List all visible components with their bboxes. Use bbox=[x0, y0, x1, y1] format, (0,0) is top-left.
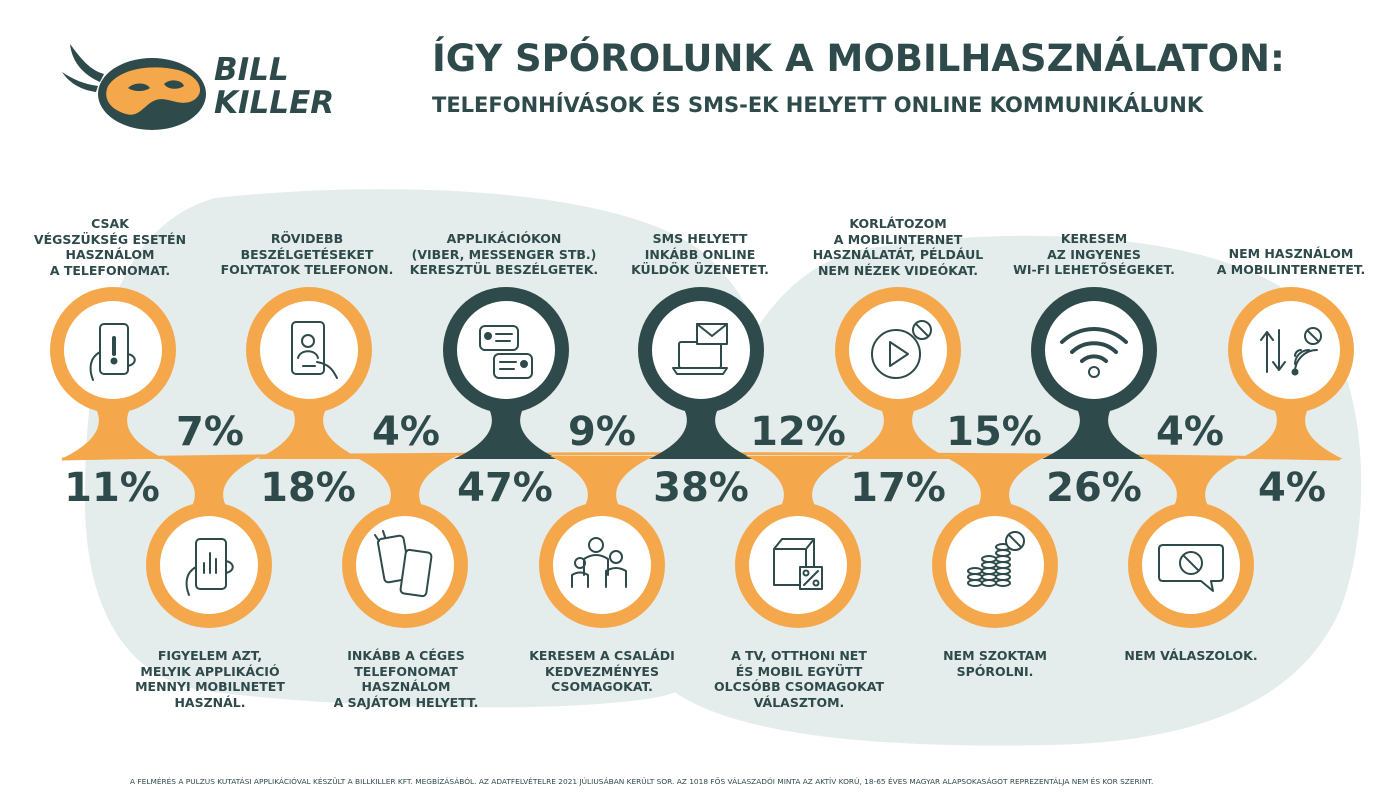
bottom-label-5: NEM SZOKTAM SPÓROLNI. bbox=[943, 648, 1047, 679]
page-title: ÍGY SPÓROLUNK A MOBILHASZNÁLATON: bbox=[432, 37, 1285, 80]
top-node-7-face bbox=[1242, 301, 1340, 399]
bottom-label-4: A TV, OTTHONI NET ÉS MOBIL EGYÜTT OLCSÓB… bbox=[714, 648, 884, 710]
top-label-7: NEM HASZNÁLOM A MOBILINTERNETET. bbox=[1216, 246, 1366, 277]
bottom-label-6: NEM VÁLASZOLOK. bbox=[1124, 648, 1258, 663]
top-node-2-face bbox=[260, 301, 358, 399]
top-percent-5: 15% bbox=[946, 409, 1042, 455]
no-data-icon bbox=[1260, 327, 1322, 376]
top-node-1-stem bbox=[61, 407, 165, 459]
top-label-6: KERESEM AZ INGYENES WI-FI LEHETŐSÉGEKET. bbox=[1013, 231, 1175, 277]
bottom-node-1-stem bbox=[157, 456, 261, 508]
bottom-node-3-face bbox=[553, 516, 651, 614]
phone-stats-icon bbox=[185, 538, 234, 596]
bottom-node-3-stem bbox=[550, 456, 654, 508]
no-video-icon bbox=[871, 320, 932, 379]
phone-alert-icon bbox=[89, 323, 136, 381]
top-node-7-stem bbox=[1239, 407, 1343, 459]
chat-bubbles-icon bbox=[479, 325, 533, 379]
coin-stacks-icon bbox=[967, 531, 1025, 587]
brand-line-1: BILL bbox=[214, 52, 289, 88]
bottom-label-2: INKÁBB A CÉGES TELEFONOMAT HASZNÁLOM A S… bbox=[333, 648, 479, 710]
bottom-node-6-stem bbox=[1139, 456, 1243, 508]
footnote: A FELMÉRÉS A PULZUS KUTATÁSI APPLIKÁCIÓV… bbox=[130, 777, 1154, 786]
video-call-icon bbox=[291, 321, 338, 379]
top-label-5: KORLÁTOZOM A MOBILINTERNET HASZNÁLATÁT, … bbox=[812, 216, 984, 278]
top-label-4: SMS HELYETT INKÁBB ONLINE KÜLDÖK ÜZENETE… bbox=[631, 231, 769, 277]
brand-line-2: KILLER bbox=[214, 85, 335, 121]
bottom-node-1 bbox=[146, 456, 272, 628]
discount-box-icon bbox=[773, 538, 823, 590]
bottom-label-1: FIGYELEM AZT, MELYIK APPLIKÁCIÓ MENNYI M… bbox=[135, 648, 285, 710]
two-phones-icon bbox=[374, 530, 433, 598]
bottom-percent-1: 11% bbox=[64, 465, 160, 511]
bottom-node-2-stem bbox=[353, 456, 457, 508]
top-label-3: APPLIKÁCIÓKON (VIBER, MESSENGER STB.) KE… bbox=[409, 231, 599, 277]
bottom-node-3 bbox=[539, 456, 665, 628]
top-node-4-face bbox=[652, 301, 750, 399]
top-percent-6: 4% bbox=[1156, 409, 1224, 455]
bottom-percent-6: 26% bbox=[1046, 465, 1142, 511]
top-percent-4: 12% bbox=[750, 409, 846, 455]
bottom-percent-2: 18% bbox=[260, 465, 356, 511]
billkiller-mask-logo bbox=[62, 44, 206, 130]
bottom-label-3: KERESEM A CSALÁDI KEDVEZMÉNYES CSOMAGOKA… bbox=[529, 648, 675, 694]
top-node-2-stem bbox=[257, 407, 361, 459]
top-label-2: RÖVIDEBB BESZÉLGETÉSEKET FOLYTATOK TELEF… bbox=[220, 231, 394, 277]
bottom-node-4-face bbox=[749, 516, 847, 614]
top-node-6-face bbox=[1045, 301, 1143, 399]
top-node-5-stem bbox=[846, 407, 950, 459]
bottom-node-6 bbox=[1128, 456, 1254, 628]
top-node-2 bbox=[246, 287, 372, 459]
laptop-mail-icon bbox=[672, 323, 728, 375]
no-answer-icon bbox=[1158, 544, 1224, 592]
top-node-6 bbox=[1031, 287, 1157, 459]
page-subtitle: TELEFONHÍVÁSOK ÉS SMS-EK HELYETT ONLINE … bbox=[432, 93, 1204, 117]
bottom-node-4-stem bbox=[746, 456, 850, 508]
wifi-icon bbox=[1060, 327, 1128, 378]
bottom-percent-3: 47% bbox=[457, 465, 553, 511]
top-node-3-stem bbox=[454, 407, 558, 459]
top-node-4-stem bbox=[649, 407, 753, 459]
top-node-6-stem bbox=[1042, 407, 1146, 459]
top-percent-3: 9% bbox=[568, 409, 636, 455]
bottom-percent-5: 17% bbox=[850, 465, 946, 511]
top-percent-1: 7% bbox=[176, 409, 244, 455]
bottom-node-5-stem bbox=[943, 456, 1047, 508]
top-node-7 bbox=[1228, 287, 1354, 459]
top-label-1: CSAK VÉGSZÜKSÉG ESETÉN HASZNÁLOM A TELEF… bbox=[33, 216, 187, 278]
top-percent-7: 4% bbox=[1258, 465, 1326, 511]
bottom-percent-4: 38% bbox=[653, 465, 749, 511]
top-percent-2: 4% bbox=[372, 409, 440, 455]
top-node-5-face bbox=[849, 301, 947, 399]
family-icon bbox=[571, 537, 627, 588]
